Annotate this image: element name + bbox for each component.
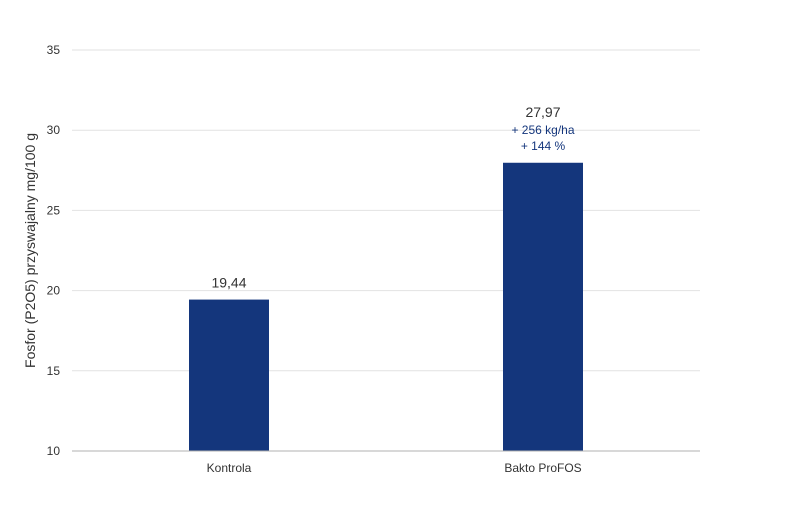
data-label: 27,97 — [525, 104, 560, 120]
y-tick-label: 15 — [47, 364, 61, 378]
y-tick-label: 25 — [47, 203, 61, 217]
axes: 10 15 20 25 30 35 Kontrola Bakto ProFOS — [47, 43, 700, 475]
y-tick-label: 35 — [47, 43, 61, 57]
bar-kontrola — [189, 299, 269, 451]
bars — [189, 162, 583, 451]
bar-bakto-profos — [503, 162, 583, 451]
annotation-line: + 256 kg/ha — [511, 123, 574, 137]
x-tick-label: Kontrola — [207, 461, 252, 475]
data-labels: 19,44 27,97 + 256 kg/ha + 144 % — [211, 104, 574, 291]
annotation-line: + 144 % — [521, 139, 566, 153]
y-tick-label: 30 — [47, 123, 61, 137]
data-label: 19,44 — [211, 275, 246, 291]
gridlines — [72, 49, 700, 372]
y-axis-title: Fosfor (P2O5) przyswajalny mg/100 g — [22, 133, 38, 368]
y-tick-label: 20 — [47, 284, 61, 298]
x-tick-label: Bakto ProFOS — [504, 461, 581, 475]
y-tick-label: 10 — [47, 444, 61, 458]
